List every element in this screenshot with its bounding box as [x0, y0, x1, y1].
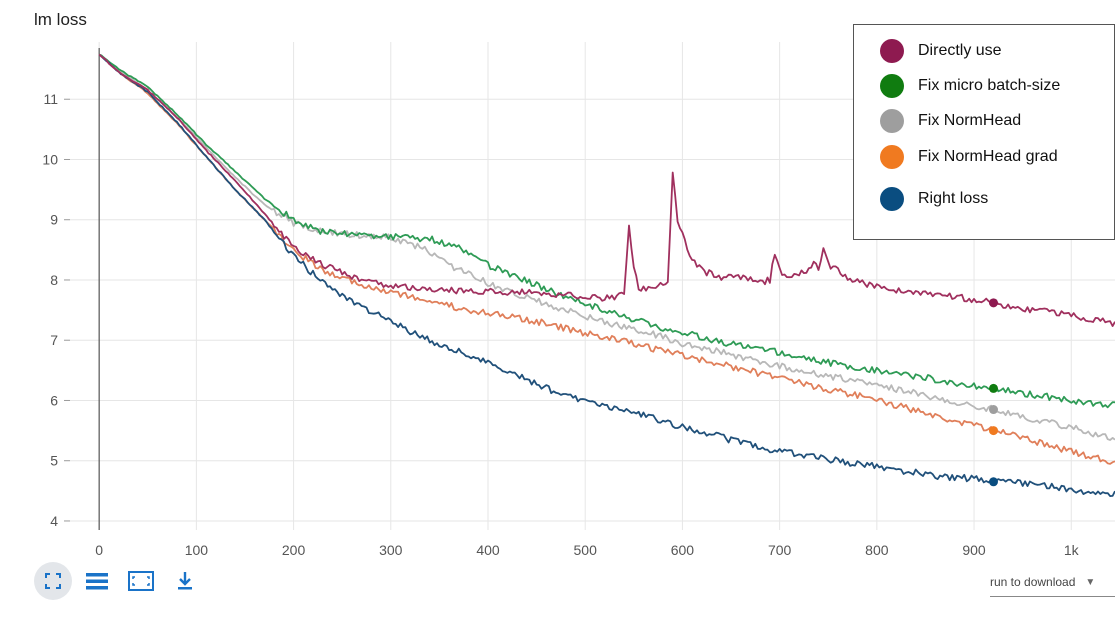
- fit-domain-button[interactable]: [122, 562, 160, 600]
- legend-label: Fix NormHead: [918, 112, 1022, 129]
- fullscreen-button[interactable]: [34, 562, 72, 600]
- legend-item-fix-micro-batch-size[interactable]: Fix micro batch-size: [880, 73, 1060, 99]
- legend-item-directly-use[interactable]: Directly use: [880, 38, 1002, 64]
- legend-label: Fix micro batch-size: [918, 77, 1061, 94]
- series-line-right-loss: [98, 53, 1115, 497]
- toggle-lines-button[interactable]: [78, 562, 116, 600]
- x-tick-label: 400: [476, 542, 500, 558]
- chart-title: lm loss: [34, 10, 87, 29]
- legend-swatch-icon: [880, 74, 904, 98]
- legend-label: Right loss: [918, 190, 989, 207]
- axis-layer: [64, 48, 100, 530]
- legend-swatch-icon: [880, 109, 904, 133]
- x-tick-label: 200: [282, 542, 306, 558]
- x-tick-label: 900: [962, 542, 986, 558]
- x-tick-label: 600: [671, 542, 695, 558]
- x-tick-label: 1k: [1064, 542, 1080, 558]
- y-tick-label: 4: [50, 513, 58, 529]
- legend-swatch-icon: [880, 39, 904, 63]
- series-layer: [98, 53, 1115, 497]
- download-select-label: run to download: [990, 575, 1076, 589]
- series-marker-fix-normhead: [988, 405, 998, 415]
- series-marker-right-loss: [988, 477, 998, 487]
- legend-swatch-icon: [880, 145, 904, 169]
- y-tick-label: 5: [50, 453, 58, 469]
- series-marker-fix-normhead-grad: [988, 426, 998, 436]
- download-icon: [178, 572, 192, 590]
- y-tick-label: 6: [50, 392, 58, 408]
- x-tick-label: 800: [865, 542, 889, 558]
- tick-label-layer: 0 100 200 300 400 500 600 700 800 900 1k 4 5 6 7 8 9 10 11: [42, 91, 1079, 558]
- y-tick-label: 11: [43, 91, 58, 107]
- series-line-directly-use: [98, 53, 1115, 327]
- line-chart: 0 100 200 300 400 500 600 700 800 900 1k 4 5 6 7 8 9 10 11: [42, 42, 1115, 558]
- series-marker-fix-micro-batch-size: [988, 383, 998, 393]
- y-tick-label: 8: [50, 272, 58, 288]
- series-line-fix-normhead: [98, 53, 1115, 441]
- chevron-down-icon: ▼: [1085, 576, 1096, 588]
- legend-item-fix-normhead-grad[interactable]: Fix NormHead grad: [880, 144, 1058, 170]
- lines-icon: [86, 573, 108, 590]
- download-button[interactable]: [166, 562, 204, 600]
- y-tick-label: 7: [50, 332, 58, 348]
- fullscreen-icon: [45, 573, 61, 589]
- fit-domain-icon: [128, 571, 154, 591]
- y-tick-label: 9: [50, 212, 58, 228]
- legend-label: Fix NormHead grad: [918, 148, 1058, 165]
- x-tick-label: 0: [95, 542, 103, 558]
- legend-label: Directly use: [918, 42, 1002, 59]
- legend-swatch-icon: [880, 187, 904, 211]
- legend-item-right-loss[interactable]: Right loss: [880, 186, 988, 212]
- series-marker-directly-use: [988, 298, 998, 308]
- x-tick-label: 100: [185, 542, 209, 558]
- y-tick-label: 10: [42, 151, 58, 167]
- x-tick-label: 700: [768, 542, 792, 558]
- download-run-select[interactable]: run to download ▼: [990, 568, 1115, 597]
- chart-toolbar: [34, 562, 210, 600]
- series-line-fix-micro-batch-size: [98, 53, 1115, 409]
- legend-item-fix-normhead[interactable]: Fix NormHead: [880, 108, 1021, 134]
- legend: Directly use Fix micro batch-size Fix No…: [853, 24, 1115, 240]
- x-tick-label: 300: [379, 542, 403, 558]
- x-tick-label: 500: [574, 542, 598, 558]
